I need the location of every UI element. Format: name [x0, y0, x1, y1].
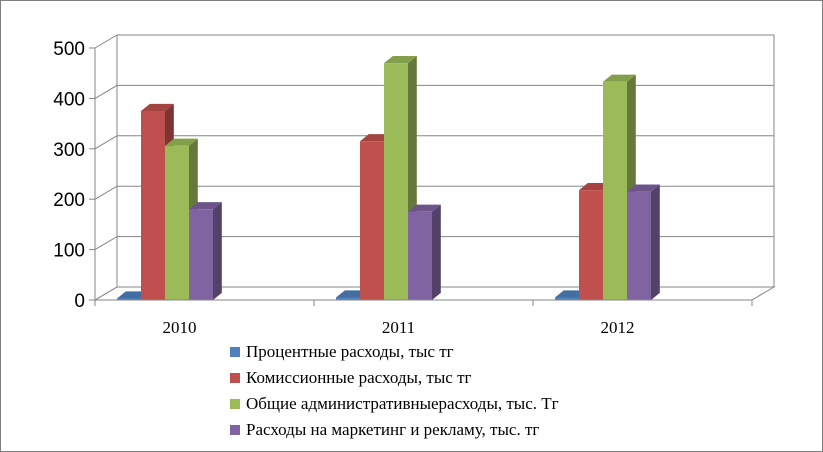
x-tick-label: 2011: [382, 318, 415, 337]
y-tick-label: 300: [53, 140, 85, 161]
legend-swatch: [230, 399, 240, 409]
bar-front: [360, 141, 384, 300]
bar-front: [117, 298, 141, 300]
bar-top: [408, 204, 441, 212]
y-tick-label: 400: [53, 89, 85, 110]
gridline: [94, 185, 774, 200]
y-tick-label: 500: [53, 39, 85, 60]
y-tick-label: 100: [53, 241, 85, 262]
bar-front: [408, 211, 432, 300]
bar-front: [384, 63, 408, 301]
bar-top: [141, 103, 174, 111]
bar: [189, 202, 222, 300]
bar: [408, 204, 441, 300]
bar-top: [627, 184, 660, 192]
bar-top: [189, 202, 222, 210]
legend-swatch: [230, 347, 240, 357]
bar-front: [141, 111, 165, 300]
gridlines: [94, 34, 774, 301]
bar-top: [165, 138, 198, 146]
bar-front: [336, 297, 360, 300]
bar-front: [555, 297, 579, 300]
legend-item-commission: Комиссионные расходы, тыс тг: [230, 365, 559, 391]
legend-label: Процентные расходы, тыс тг: [246, 342, 454, 361]
gridline: [94, 84, 774, 99]
bars: [117, 55, 660, 301]
y-tick-label: 200: [53, 190, 85, 211]
legend-swatch: [230, 425, 240, 435]
gridline: [94, 34, 774, 49]
bar-front: [603, 81, 627, 300]
bar-side: [213, 202, 222, 300]
legend-item-marketing: Расходы на маркетинг и рекламу, тыс. тг: [230, 417, 559, 443]
bar-front: [189, 209, 213, 300]
gridline: [94, 135, 774, 150]
bar-front: [627, 191, 651, 300]
legend-item-admin: Общие административныерасходы, тыс. Тг: [230, 391, 559, 417]
bar-front: [165, 145, 189, 300]
bar-top: [384, 55, 417, 64]
y-axis: 0 100 200 300 400 500: [53, 39, 95, 312]
bar-top: [603, 74, 636, 82]
x-axis: 2010 2011 2012: [94, 299, 753, 337]
x-tick-label: 2012: [601, 318, 635, 337]
y-tick-label: 0: [74, 291, 85, 312]
bar-front: [579, 190, 603, 300]
legend-label: Расходы на маркетинг и рекламу, тыс. тг: [246, 420, 540, 439]
gridline: [94, 286, 774, 301]
gridline: [94, 236, 774, 251]
bar: [627, 184, 660, 300]
bar-side: [651, 184, 660, 300]
legend-label: Общие административныерасходы, тыс. Тг: [246, 394, 559, 413]
legend: Процентные расходы, тыс тг Комиссионные …: [230, 339, 559, 443]
bar-side: [432, 204, 441, 300]
x-tick-label: 2010: [163, 318, 197, 337]
legend-item-interest: Процентные расходы, тыс тг: [230, 339, 559, 365]
legend-swatch: [230, 373, 240, 383]
legend-label: Комиссионные расходы, тыс тг: [246, 368, 472, 387]
